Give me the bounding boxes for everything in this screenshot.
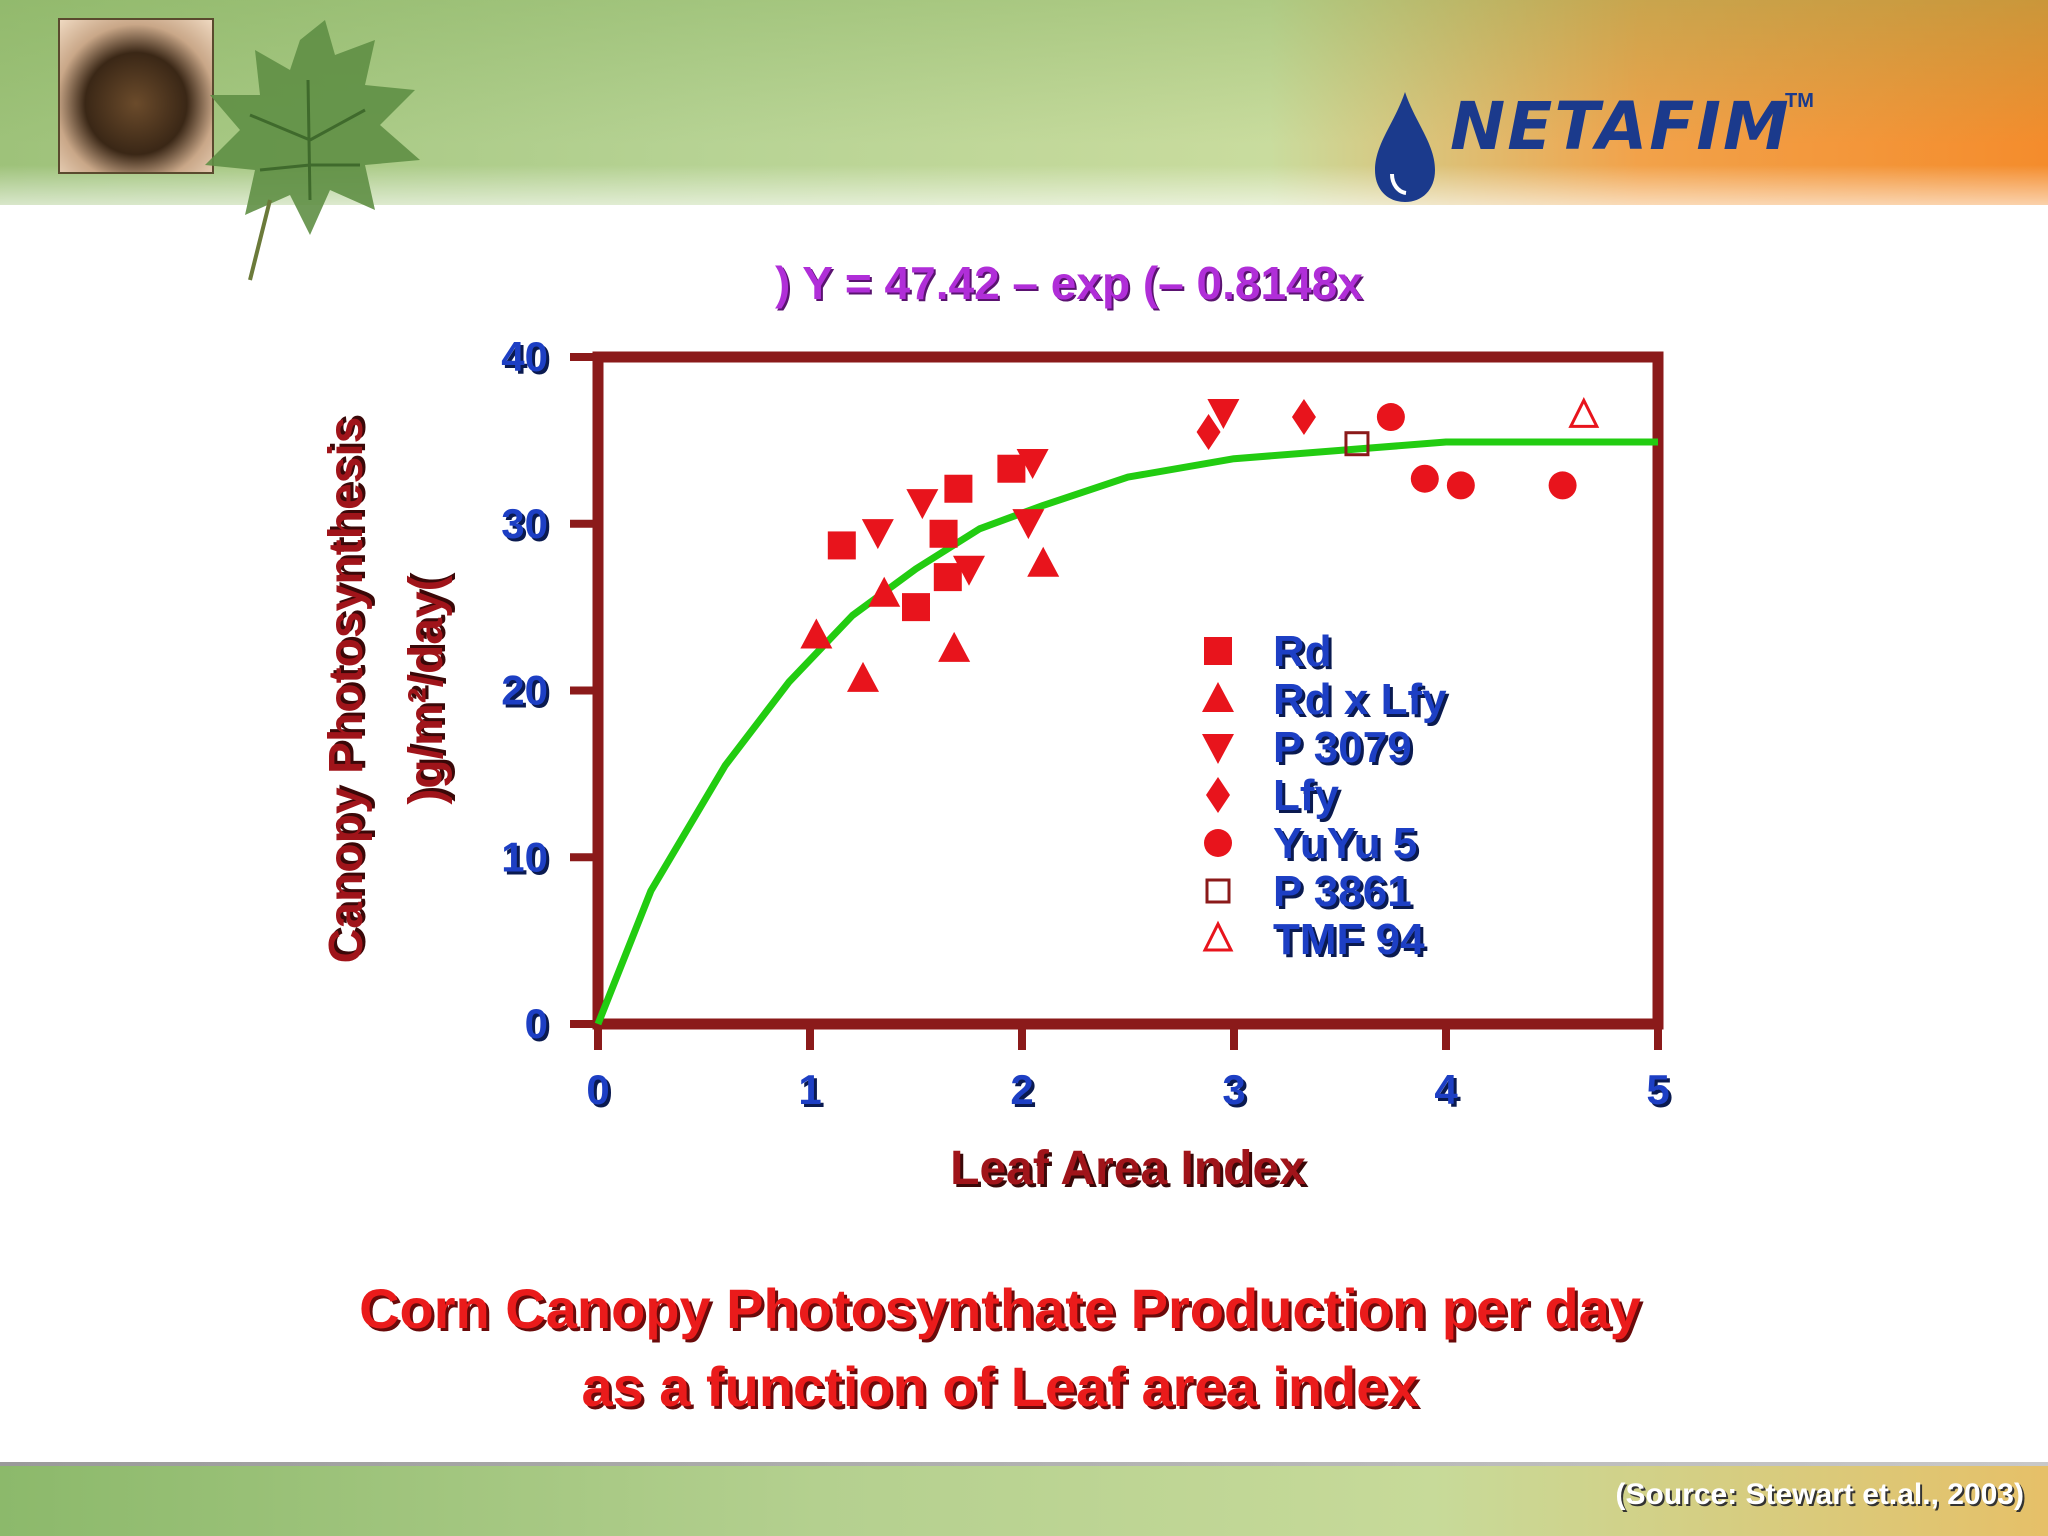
x-tick-label: 1 — [798, 1066, 821, 1113]
marker-layer — [800, 397, 1600, 692]
data-point — [800, 618, 833, 649]
y-axis-label-line1-shadow: Canopy Photosynthesis — [323, 414, 376, 961]
y-axis-label-line1: Canopy Photosynthesis — [320, 417, 373, 964]
y-tick-label-shadow: 40 — [504, 336, 551, 383]
legend-label-shadow: P 3861 — [1276, 870, 1415, 919]
trademark-mark: TM — [1785, 90, 1814, 112]
data-point — [929, 519, 958, 548]
data-point — [1446, 471, 1475, 500]
series-rd-x-lfy — [800, 546, 1060, 692]
fit-curve-line — [594, 438, 1658, 1026]
netafim-logo-text: NETAFIM — [1450, 88, 1791, 165]
legend-label: YuYu 5 — [1273, 819, 1417, 868]
legend-marker — [1202, 734, 1234, 764]
data-point — [1568, 397, 1600, 428]
y-tick-label-shadow: 0 — [528, 1003, 551, 1050]
footer-banner — [0, 1462, 2048, 1536]
y-tick-label-shadow: 20 — [504, 670, 551, 717]
data-point — [1027, 546, 1060, 577]
data-point — [906, 489, 939, 520]
data-point — [1016, 449, 1049, 480]
data-point — [1012, 509, 1045, 540]
legend-label-shadow: YuYu 5 — [1276, 822, 1420, 871]
data-point — [827, 531, 856, 560]
legend-label-shadow: P 3079 — [1276, 726, 1415, 775]
legend-label: Lfy — [1273, 771, 1340, 820]
y-tick-label: 10 — [501, 833, 548, 880]
legend-label: P 3861 — [1273, 867, 1412, 916]
series-rd — [827, 454, 1026, 622]
series-tmf-94 — [1568, 397, 1600, 428]
data-point — [938, 631, 971, 662]
data-point — [1376, 403, 1405, 432]
legend-marker — [1206, 777, 1230, 813]
data-point — [1344, 431, 1370, 457]
data-point — [1548, 471, 1577, 500]
data-point — [1196, 414, 1221, 451]
y-tick-label: 0 — [525, 1000, 548, 1047]
x-tick-label: 2 — [1010, 1066, 1033, 1113]
data-point — [1410, 464, 1439, 493]
leaf-icon — [205, 20, 420, 281]
slide-caption: Corn Canopy Photosynthate Production per… — [140, 1270, 1860, 1426]
y-tick-label: 20 — [501, 667, 548, 714]
data-point — [1291, 399, 1316, 436]
data-point — [1207, 399, 1240, 430]
legend-label: TMF 94 — [1273, 915, 1425, 964]
data-point — [847, 661, 879, 692]
source-citation: (Source: Stewart et.al., 2003) — [1615, 1478, 2025, 1511]
legend-marker — [1202, 920, 1234, 952]
data-point — [933, 563, 962, 592]
x-tick-label: 4 — [1434, 1066, 1458, 1113]
caption-line-2: as a function of Leaf area index — [581, 1355, 1419, 1418]
x-tick-label-shadow: 2 — [1013, 1069, 1036, 1116]
legend-label: Rd x Lfy — [1273, 675, 1447, 724]
legend-label-shadow: Rd x Lfy — [1276, 678, 1450, 727]
regression-equation: ) Y = 47.42 – exp (– 0.8148x — [775, 257, 1363, 309]
y-tick-label-shadow: 10 — [504, 836, 551, 883]
data-point — [861, 519, 894, 550]
series-p-3079 — [861, 399, 1240, 586]
x-tick-label-shadow: 5 — [1649, 1069, 1672, 1116]
x-tick-label: 5 — [1646, 1066, 1669, 1113]
y-axis-label-line2: )g/m²/day( — [400, 575, 453, 804]
legend-label: Rd — [1273, 627, 1332, 676]
data-point — [953, 555, 985, 586]
y-tick-label: 40 — [501, 333, 548, 380]
plot-area — [570, 351, 1664, 1050]
legend-label-shadow: Lfy — [1276, 774, 1343, 823]
caption-line-1: Corn Canopy Photosynthate Production per… — [359, 1277, 1641, 1340]
fit-curve-layer — [594, 438, 1658, 1026]
x-tick-label-shadow: 0 — [589, 1069, 612, 1116]
legend-marker — [1202, 682, 1234, 712]
legend-marker — [1204, 829, 1232, 857]
data-point — [944, 474, 973, 503]
y-tick-label: 30 — [501, 500, 548, 547]
x-tick-label: 3 — [1222, 1066, 1245, 1113]
data-point — [868, 576, 901, 607]
legend-marker — [1205, 878, 1231, 904]
legend-label-shadow: Rd — [1276, 630, 1335, 679]
x-tick-label-shadow: 1 — [801, 1069, 824, 1116]
series-yuyu-5 — [1376, 403, 1577, 500]
data-point — [997, 454, 1026, 483]
x-tick-label-shadow: 3 — [1225, 1069, 1248, 1116]
legend-marker — [1204, 637, 1232, 665]
x-tick-label: 0 — [586, 1066, 609, 1113]
legend-label-shadow: TMF 94 — [1276, 918, 1428, 967]
series-p-3861 — [1344, 431, 1370, 457]
y-tick-label-shadow: 30 — [504, 503, 551, 550]
y-axis-label-line2-shadow: )g/m²/day( — [403, 572, 456, 801]
plot-frame — [592, 351, 1664, 1030]
series-lfy — [1196, 399, 1316, 451]
x-axis-label-shadow: Leaf Area Index — [953, 1145, 1309, 1198]
x-axis-label: Leaf Area Index — [950, 1142, 1306, 1195]
x-tick-label-shadow: 4 — [1437, 1069, 1461, 1116]
netafim-logo-drop-icon — [1375, 92, 1435, 202]
legend-label: P 3079 — [1273, 723, 1412, 772]
data-point — [902, 593, 930, 622]
